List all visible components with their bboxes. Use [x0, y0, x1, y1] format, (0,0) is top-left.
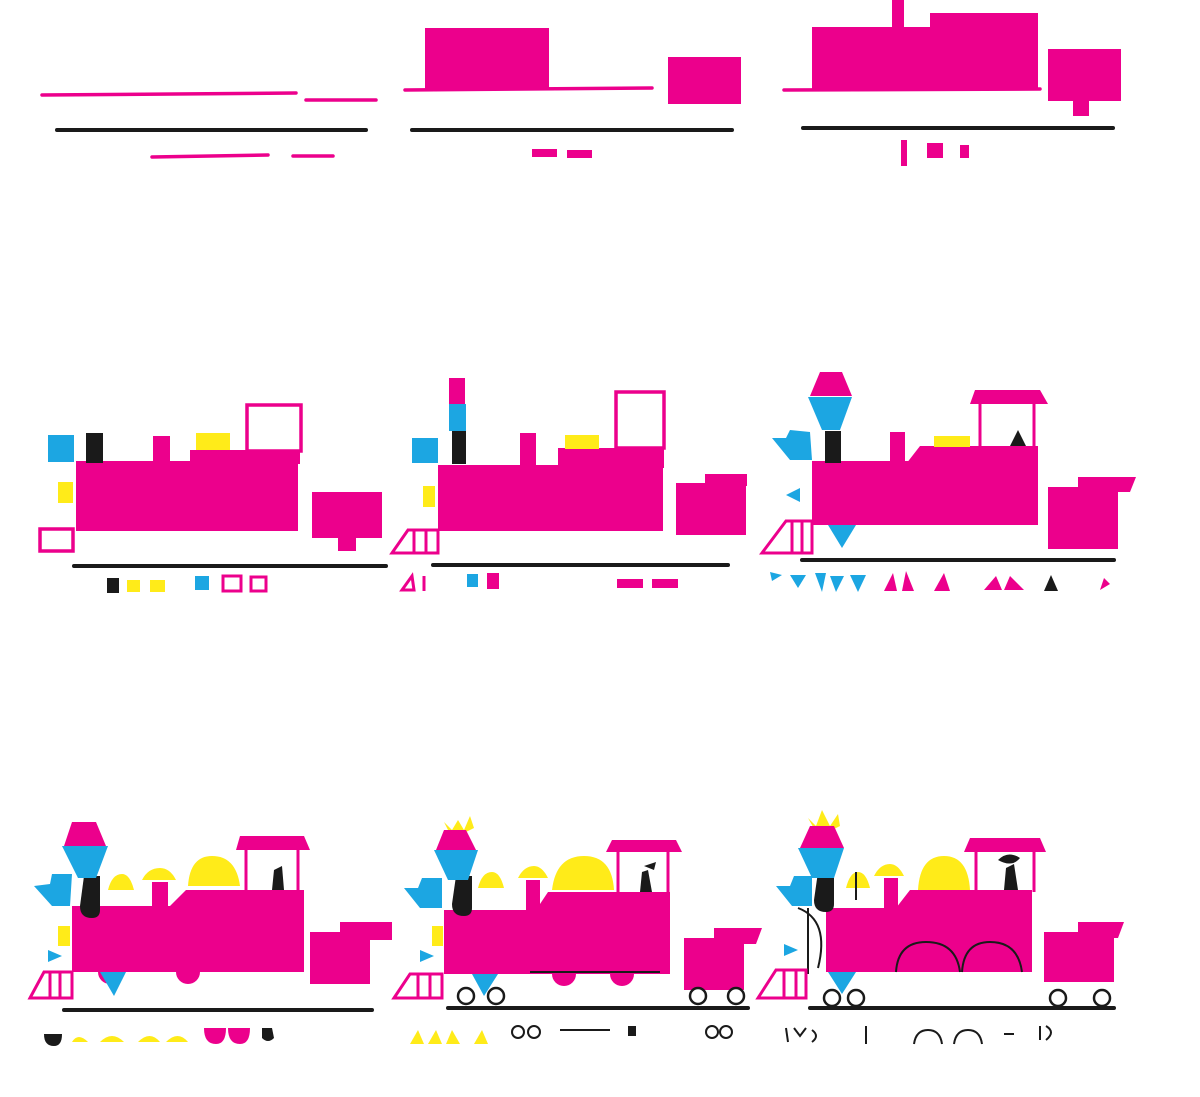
step-7-new-parts [44, 1028, 274, 1046]
step-8 [391, 816, 762, 1044]
step-1 [40, 91, 378, 159]
step-8-drawing [391, 816, 762, 1006]
step-5-new-parts [399, 572, 678, 592]
step-5-drawing [389, 378, 747, 555]
step-3-new-parts [901, 140, 969, 166]
step-3 [782, 0, 1121, 166]
step-9-new-parts [785, 1025, 1052, 1045]
step-5 [389, 378, 747, 592]
step-3-drawing [782, 0, 1121, 116]
step-9 [755, 810, 1124, 1045]
step-2 [403, 28, 741, 158]
step-4 [38, 403, 388, 593]
step-4-new-parts [107, 574, 268, 593]
step-2-drawing [403, 28, 741, 104]
step-7-drawing [27, 822, 392, 1000]
step-1-new-parts [150, 153, 335, 159]
step-6 [759, 372, 1136, 592]
step-2-new-parts [532, 149, 592, 158]
step-6-new-parts [770, 571, 1110, 592]
step-7 [27, 822, 392, 1046]
step-4-drawing [38, 403, 382, 553]
step-8-new-parts [410, 1025, 733, 1044]
step-1-drawing [40, 91, 378, 102]
step-9-drawing [755, 810, 1124, 1008]
step-6-drawing [759, 372, 1136, 555]
